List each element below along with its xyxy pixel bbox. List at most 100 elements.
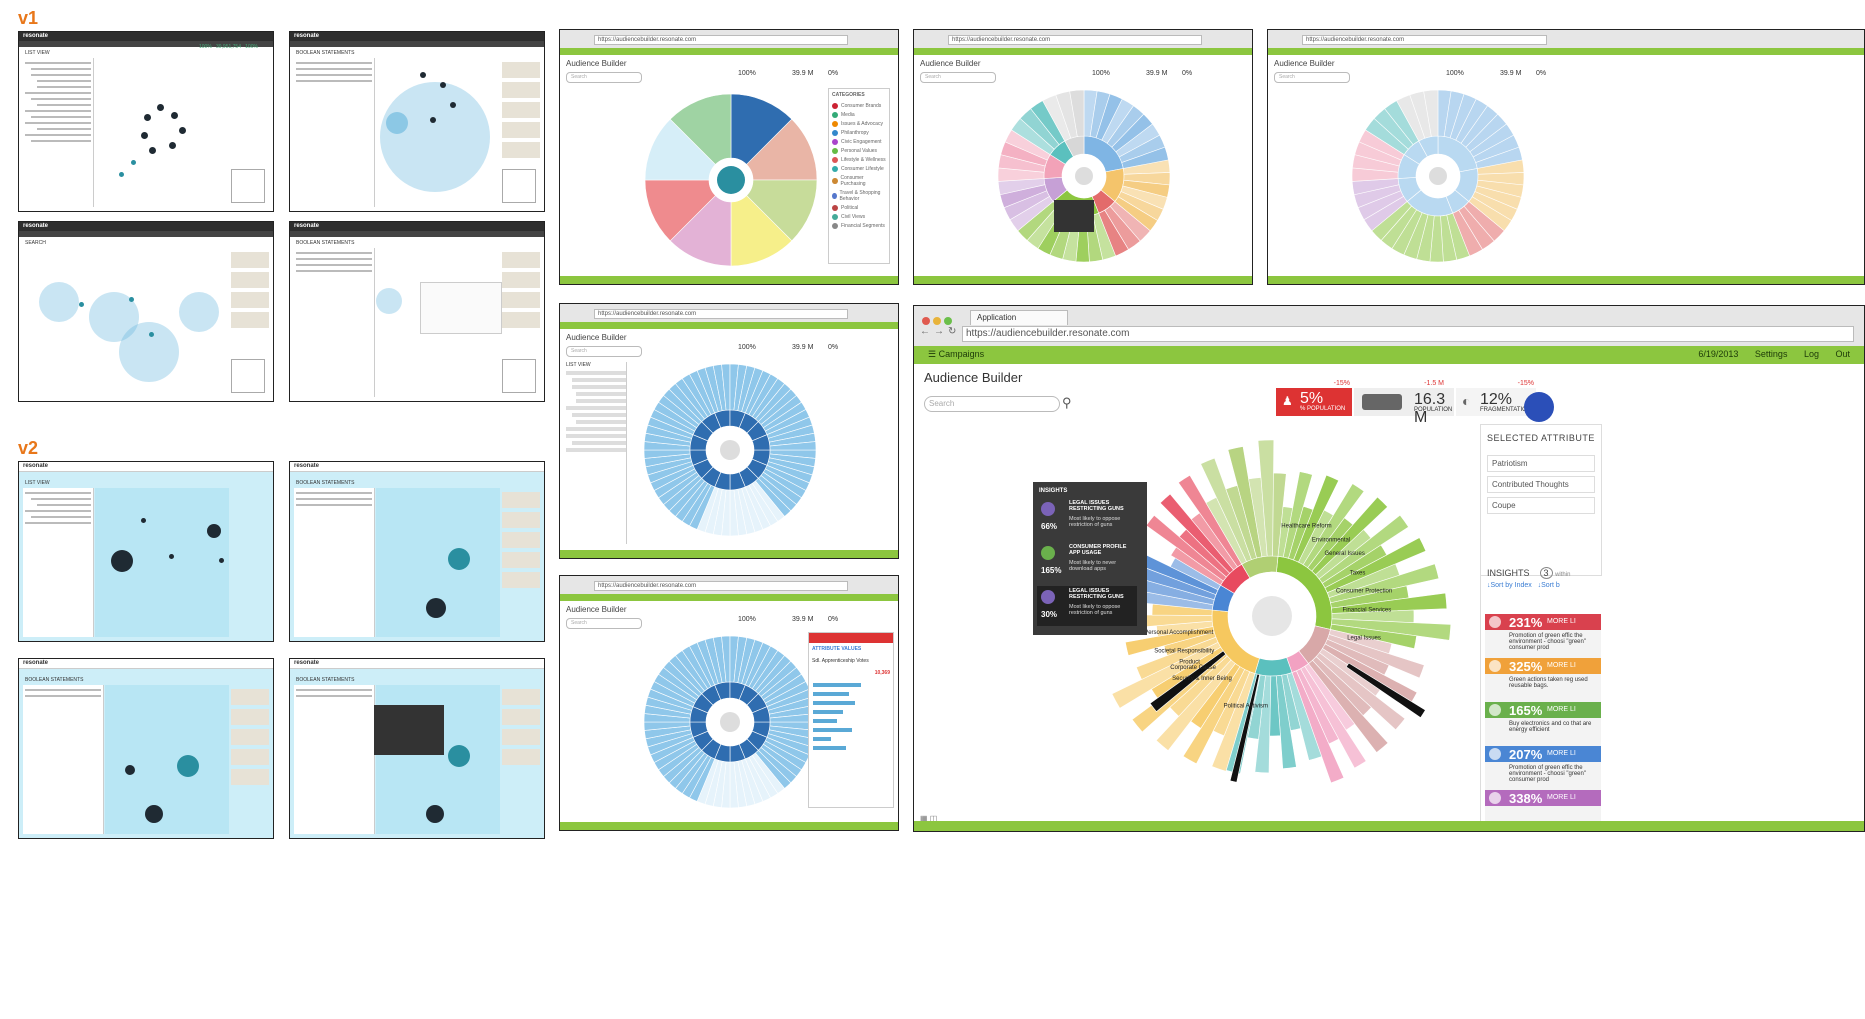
attribute-value-row[interactable]: [813, 745, 889, 751]
v1-search-screen: resonate SEARCH: [18, 221, 274, 402]
category-item[interactable]: Consumer Lifestyle: [829, 164, 889, 173]
browser-tab[interactable]: Application: [970, 310, 1068, 325]
pastel-sunburst[interactable]: [1350, 88, 1526, 264]
nav-arrows-icon[interactable]: ←→↻: [920, 326, 961, 337]
insight-tip[interactable]: 30% LEGAL ISSUES RESTRICTING GUNS Most l…: [1037, 586, 1137, 626]
insight-tip[interactable]: 66% LEGAL ISSUES RESTRICTING GUNS Most l…: [1037, 498, 1137, 538]
category-item[interactable]: Political: [829, 203, 889, 212]
url-bar[interactable]: https://audiencebuilder.resonate.com: [1302, 35, 1547, 45]
category-item[interactable]: Philanthropy: [829, 128, 889, 137]
category-item[interactable]: Issues & Advocacy: [829, 119, 889, 128]
attribute-value-row[interactable]: [813, 691, 889, 697]
category-item[interactable]: Consumer Purchasing: [829, 173, 889, 188]
search-input[interactable]: Search: [566, 346, 642, 357]
panel-title: BOOLEAN STATEMENTS: [296, 240, 355, 246]
insight-title: LEGAL ISSUES RESTRICTING GUNS: [1069, 588, 1124, 600]
insight-card[interactable]: 231% MORE LI Promotion of green effic th…: [1485, 614, 1601, 666]
stat: 39,951,754: [215, 44, 241, 50]
sunburst-category[interactable]: [1254, 657, 1293, 677]
attribute-value-row[interactable]: [813, 700, 889, 706]
stat-pop: 39.9 M: [792, 344, 814, 351]
sunburst-leaf[interactable]: [1069, 89, 1085, 137]
attribute-bar: [813, 683, 861, 687]
insight-card[interactable]: 325% MORE LI Green actions taken reg use…: [1485, 658, 1601, 710]
page-title: Audience Builder: [566, 333, 627, 342]
search-input[interactable]: Search: [920, 72, 996, 83]
category-item[interactable]: Travel & Shopping Behavior: [829, 188, 889, 203]
resonate-logo: resonate: [294, 33, 320, 39]
selected-attributes-panel: SELECTED ATTRIBUTE Patriotism Contribute…: [1480, 424, 1602, 576]
search-icon[interactable]: ⚲: [1062, 395, 1072, 410]
attribute-value-row[interactable]: [813, 709, 889, 715]
blue-sunburst[interactable]: [642, 362, 818, 538]
logout-link[interactable]: Log Out: [1803, 349, 1850, 359]
selected-attribute-item[interactable]: Patriotism: [1487, 455, 1595, 472]
selected-segment[interactable]: [1229, 673, 1260, 783]
category-item[interactable]: Lifestyle & Wellness: [829, 155, 889, 164]
category-item[interactable]: Civic Engagement: [829, 137, 889, 146]
url-bar[interactable]: https://audiencebuilder.resonate.com: [594, 581, 848, 591]
campaigns-label: Campaigns: [938, 349, 985, 359]
selected-attribute-item[interactable]: Coupe: [1487, 497, 1595, 514]
category-wheel[interactable]: [643, 92, 819, 268]
insights-tooltip: INSIGHTS 66% LEGAL ISSUES RESTRICTING GU…: [1033, 482, 1147, 635]
url-bar[interactable]: https://audiencebuilder.resonate.com: [594, 35, 848, 45]
insight-category-icon: [1041, 546, 1055, 560]
insight-card[interactable]: 207% MORE LI Promotion of green effic th…: [1485, 746, 1601, 798]
url-bar[interactable]: https://audiencebuilder.resonate.com: [948, 35, 1202, 45]
stat-pop: 39.9 M: [792, 70, 814, 77]
insight-icon: [1489, 704, 1501, 716]
url-bar[interactable]: https://audiencebuilder.resonate.com: [962, 326, 1854, 342]
category-icon: [832, 204, 838, 211]
insight-desc: Most likely to oppose restriction of gun…: [1069, 604, 1121, 616]
sunburst-leaf[interactable]: [1423, 89, 1439, 137]
bottom-tools-icon[interactable]: ▦ ◫: [920, 814, 938, 823]
category-item[interactable]: Media: [829, 110, 889, 119]
category-item[interactable]: Civil Views: [829, 212, 889, 221]
settings-link[interactable]: Settings: [1754, 349, 1788, 359]
search-input[interactable]: Search: [924, 396, 1060, 412]
category-icon: [832, 120, 838, 127]
selected-segment[interactable]: [1149, 650, 1227, 713]
search-input[interactable]: Search: [566, 72, 642, 83]
category-item[interactable]: Consumer Brands: [829, 101, 889, 110]
browser-category-wheel: https://audiencebuilder.resonate.com Aud…: [559, 29, 899, 285]
category-item[interactable]: Financial Segments: [829, 221, 889, 230]
sort-by-index[interactable]: ↓Sort by Index: [1487, 582, 1532, 589]
category-icon: [832, 129, 838, 136]
insight-tip[interactable]: 165% CONSUMER PROFILE APP USAGE Most lik…: [1037, 542, 1137, 582]
insight-icon: [1489, 660, 1501, 672]
category-item[interactable]: Personal Values: [829, 146, 889, 155]
list-view-tree[interactable]: LIST VIEW: [566, 362, 627, 544]
multicolor-sunburst[interactable]: [996, 88, 1172, 264]
attribute-count: 10,369: [874, 670, 890, 676]
blue-sunburst[interactable]: [642, 634, 818, 810]
sort-by-other[interactable]: ↓Sort b: [1537, 582, 1560, 589]
attribute-value-row[interactable]: [813, 682, 889, 688]
categories-panel[interactable]: CATEGORIES Consumer Brands Media Issues & …: [828, 88, 890, 264]
search-input[interactable]: Search: [566, 618, 642, 629]
minimap[interactable]: [231, 169, 265, 203]
category-label: Consumer Purchasing: [840, 174, 866, 187]
sunburst-leaf[interactable]: [1272, 472, 1287, 557]
category-icon: [832, 165, 838, 172]
insight-pct: 30%: [1041, 610, 1058, 619]
attribute-value-row[interactable]: [813, 727, 889, 733]
selected-attribute-item[interactable]: Contributed Thoughts: [1487, 476, 1595, 493]
insight-card[interactable]: 165% MORE LI Buy electronics and co that…: [1485, 702, 1601, 754]
attribute-value-row[interactable]: [813, 718, 889, 724]
attribute-value-row[interactable]: [813, 736, 889, 742]
tree-panel[interactable]: [23, 58, 94, 207]
category-label: Consumer Brands: [841, 102, 882, 109]
attribute-values-panel[interactable]: ATTRIBUTE VALUES Sdl. Apprenticeship Vot…: [808, 632, 894, 808]
search-input[interactable]: Search: [1274, 72, 1350, 83]
selected-segment[interactable]: [1345, 662, 1426, 719]
category-label: Civil Views: [841, 213, 866, 220]
browser-sunburst-tooltip: https://audiencebuilder.resonate.com Aud…: [913, 29, 1253, 285]
resonate-logo-icon: [717, 166, 745, 194]
url-bar[interactable]: https://audiencebuilder.resonate.com: [594, 309, 848, 319]
insight-card-text: Promotion of green effic the environment…: [1509, 765, 1586, 783]
wedge-label: Healthcare Reform: [1281, 523, 1331, 529]
campaigns-menu[interactable]: ☰ Campaigns: [928, 349, 985, 359]
